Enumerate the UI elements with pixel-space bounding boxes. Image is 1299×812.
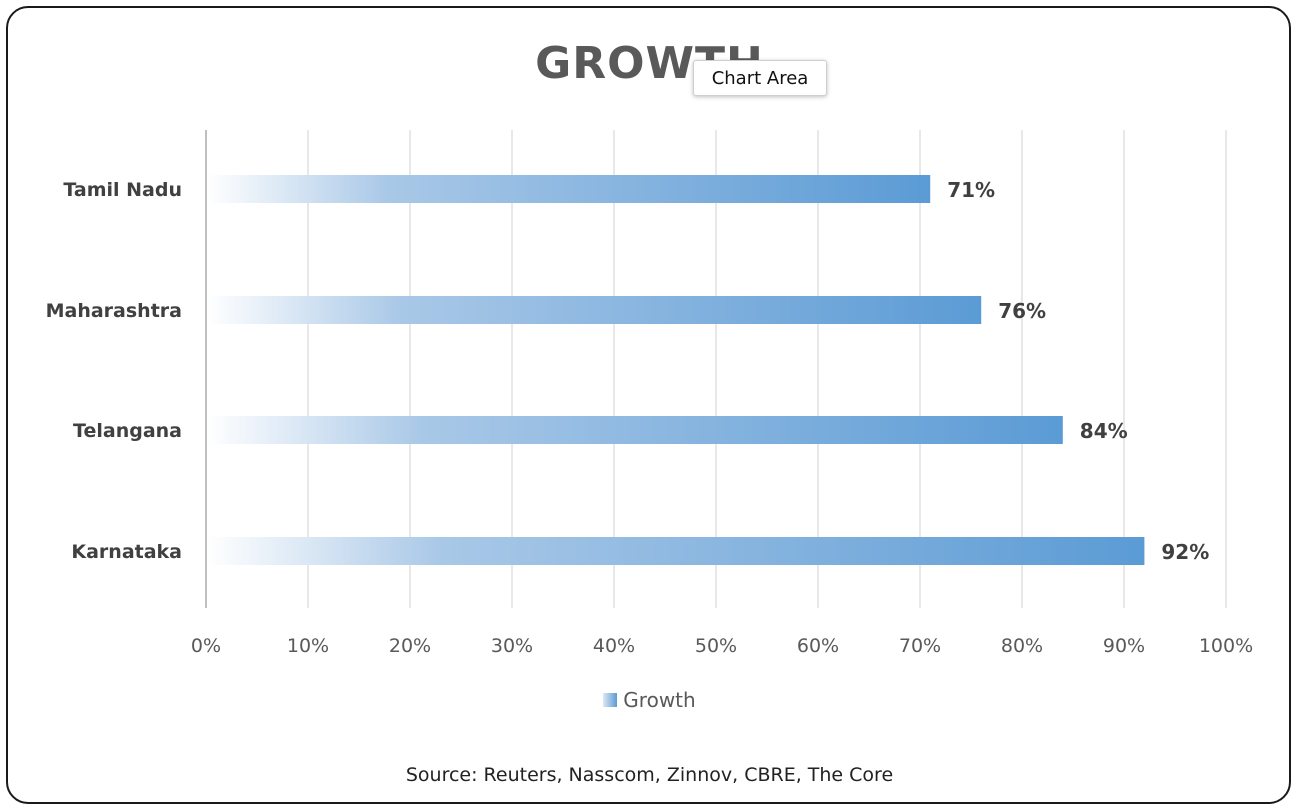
chart-area-tooltip: Chart Area — [693, 60, 827, 96]
data-label: 92% — [1161, 540, 1209, 564]
x-tick-label: 10% — [287, 635, 329, 657]
data-label: 76% — [998, 299, 1046, 323]
data-label: 71% — [947, 178, 995, 202]
bars — [207, 175, 1145, 565]
category-label: Karnataka — [71, 541, 182, 563]
x-tick-label: 80% — [1001, 635, 1043, 657]
x-tick-labels: 0% 10% 20% 30% 40% 50% 60% 70% 80% 90% 100% — [191, 635, 1253, 657]
x-tick-label: 70% — [899, 635, 941, 657]
gridlines — [205, 130, 1227, 608]
category-label: Telangana — [73, 420, 182, 442]
chart-area-frame[interactable] — [6, 6, 1291, 804]
legend-swatch — [603, 693, 618, 707]
category-label: Tamil Nadu — [63, 179, 182, 201]
bar[interactable] — [207, 537, 1145, 565]
x-tick-label: 0% — [191, 635, 221, 657]
data-labels: 71% 76% 84% 92% — [947, 178, 1209, 564]
x-tick-label: 20% — [389, 635, 431, 657]
x-tick-label: 60% — [797, 635, 839, 657]
category-labels: Tamil Nadu Maharashtra Telangana Karnataka — [46, 179, 182, 563]
bar[interactable] — [207, 296, 982, 324]
x-tick-label: 40% — [593, 635, 635, 657]
x-tick-label: 100% — [1199, 635, 1253, 657]
x-tick-label: 50% — [695, 635, 737, 657]
x-tick-label: 30% — [491, 635, 533, 657]
source-note: Source: Reuters, Nasscom, Zinnov, CBRE, … — [405, 764, 894, 786]
bar[interactable] — [207, 175, 931, 203]
legend-label: Growth — [623, 688, 696, 712]
category-label: Maharashtra — [46, 300, 182, 322]
legend[interactable]: Growth — [0, 688, 1299, 712]
bar[interactable] — [207, 416, 1063, 444]
data-label: 84% — [1080, 419, 1128, 443]
x-tick-label: 90% — [1103, 635, 1145, 657]
